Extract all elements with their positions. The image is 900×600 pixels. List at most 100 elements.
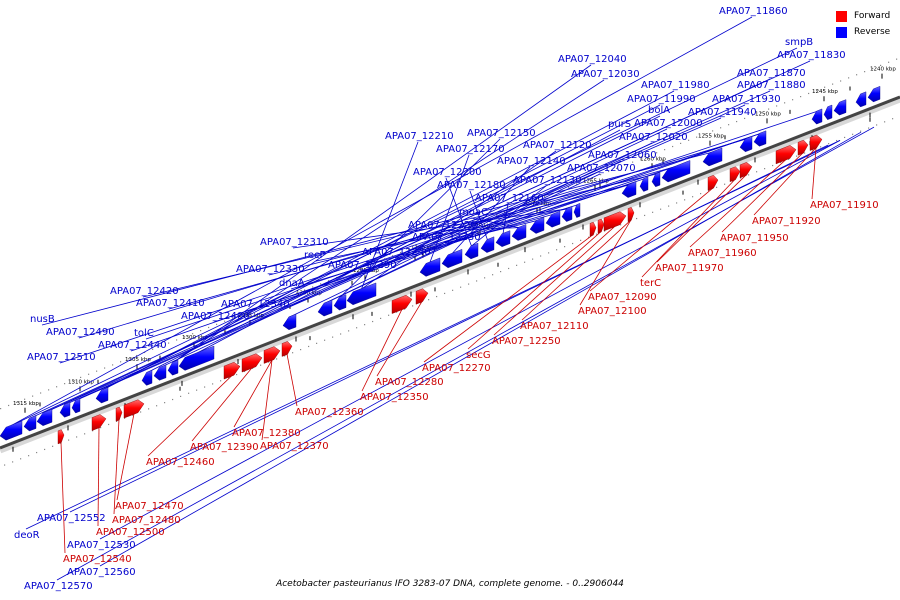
reverse-gene-label: dnaA xyxy=(279,278,305,289)
tick-label: 1315 kbp xyxy=(13,401,39,407)
reverse-gene-label: APA07_12210 xyxy=(385,131,454,142)
forward-gene-label: APA07_12280 xyxy=(375,377,444,388)
reverse-gene-arrow xyxy=(651,171,661,188)
reverse-gene-arrow xyxy=(333,294,347,311)
reverse-gene-label: APA07_12570 xyxy=(24,581,93,592)
forward-gene-arrow xyxy=(415,288,429,305)
reverse-gene-arrow xyxy=(833,99,847,116)
reverse-gene-label: APA07_11870 xyxy=(737,68,806,79)
reverse-gene-label: APA07_12150 xyxy=(467,128,536,139)
reverse-gene-label: APA07_11990 xyxy=(627,94,696,105)
reverse-gene-label: APA07_12440 xyxy=(98,340,167,351)
reverse-gene-arrow xyxy=(441,249,463,269)
reverse-gene-label: APA07_12310 xyxy=(260,237,329,248)
forward-gene-label: APA07_11920 xyxy=(752,216,821,227)
reverse-gene-label: APA07_12490 xyxy=(46,327,115,338)
reverse-gene-arrow xyxy=(811,108,823,125)
reverse-gene-label: tolC xyxy=(134,328,154,339)
reverse-gene-label: APA07_12410 xyxy=(136,298,205,309)
forward-gene-label: APA07_12470 xyxy=(115,501,184,512)
reverse-gene-label: APA07_11830 xyxy=(777,50,846,61)
reverse-gene-label: APA07_12180 xyxy=(437,180,506,191)
legend-forward-label: Forward xyxy=(854,11,891,21)
forward-gene-arrow xyxy=(589,221,597,237)
forward-gene-arrow xyxy=(729,166,741,183)
reverse-gene-arrow xyxy=(178,345,215,371)
forward-gene-label: APA07_12380 xyxy=(232,428,301,439)
tick-label: 1305 kbp xyxy=(125,357,151,363)
reverse-gene-arrow xyxy=(855,91,867,108)
reverse-gene-label: APA07_12510 xyxy=(27,352,96,363)
tick-label: 1300 kbp xyxy=(182,335,208,341)
reverse-gene-label: APA07_12020 xyxy=(619,132,688,143)
forward-gene-arrow xyxy=(597,218,605,234)
forward-gene-label: APA07_11910 xyxy=(810,200,879,211)
reverse-gene-label: APA07_11980 xyxy=(641,80,710,91)
tick-1310-kbp: 1310 kbp xyxy=(67,379,94,431)
reverse-gene-label: APA07_12340 xyxy=(221,299,290,310)
tick-label: 1250 kbp xyxy=(755,111,781,117)
gene-features xyxy=(0,86,881,445)
reverse-gene-label: APA07_12130 xyxy=(513,175,582,186)
reverse-gene-label: APA07_12140 xyxy=(497,156,566,167)
reverse-gene-label: APA07_11860 xyxy=(719,6,788,17)
reverse-gene-label: APA07_12400 xyxy=(181,311,250,322)
forward-gene-arrow xyxy=(223,361,241,380)
reverse-gene-label: deoR xyxy=(14,530,40,541)
forward-gene-label: APA07_12360 xyxy=(295,407,364,418)
reverse-gene-label: APA07_12200 xyxy=(413,167,482,178)
reverse-gene-arrow xyxy=(71,398,81,414)
reverse-gene-arrow xyxy=(153,364,167,381)
forward-gene-arrow xyxy=(57,429,65,445)
reverse-gene-arrow xyxy=(561,206,573,222)
forward-gene-arrow xyxy=(775,145,797,165)
tick-1315-kbp: 1315 kbp xyxy=(12,401,39,452)
reverse-gene-arrow xyxy=(511,224,527,241)
reverse-gene-arrow xyxy=(141,369,153,386)
forward-gene-label: terC xyxy=(640,278,661,289)
reverse-gene-label: APA07_12530 xyxy=(67,540,136,551)
forward-gene-arrow xyxy=(391,294,413,314)
reverse-gene-label: APA07_12030 xyxy=(571,69,640,80)
reverse-gene-arrow xyxy=(59,401,71,418)
forward-gene-arrow xyxy=(263,346,281,364)
reverse-gene-label: smpB xyxy=(785,37,813,48)
forward-gene-label: APA07_12100 xyxy=(578,306,647,317)
legend-forward: Forward xyxy=(836,8,890,24)
tick-label: 1290 kbp xyxy=(296,290,322,296)
reverse-gene-arrow xyxy=(753,130,767,147)
tick-label: 1255 kbp xyxy=(698,134,724,140)
forward-gene-arrow xyxy=(809,134,823,151)
reverse-gene-arrow xyxy=(495,230,511,247)
forward-gene-arrow xyxy=(797,139,809,156)
gene-labels: APA07_11860 smpB APA07_11830 APA07_11870 APA… xyxy=(14,6,879,592)
forward-gene-label: APA07_12460 xyxy=(146,457,215,468)
reverse-gene-arrow xyxy=(464,242,479,260)
forward-gene-arrow xyxy=(115,406,123,422)
reverse-gene-label: APA07_12552 xyxy=(37,513,106,524)
reverse-gene-label: APA07_12220 xyxy=(408,220,477,231)
reverse-gene-arrow xyxy=(167,359,179,376)
tick-1255-kbp: 1255 kbp xyxy=(697,134,724,185)
forward-gene-label: APA07_11970 xyxy=(655,263,724,274)
genome-axis xyxy=(0,95,900,450)
forward-gene-label: APA07_12500 xyxy=(96,527,165,538)
reverse-gene-arrow xyxy=(621,181,637,198)
reverse-gene-label: APA07_12000 xyxy=(634,118,703,129)
forward-gene-label: APA07_12350 xyxy=(360,392,429,403)
forward-gene-arrow xyxy=(91,414,107,431)
reverse-gene-arrow xyxy=(661,160,691,183)
reverse-gene-arrow xyxy=(823,104,833,120)
reverse-gene-arrow xyxy=(573,203,581,218)
reverse-gene-label: APA07_12330 xyxy=(236,264,305,275)
tick-label: 1310 kbp xyxy=(68,379,94,385)
reverse-gene-arrow xyxy=(739,135,753,153)
legend-reverse: Reverse xyxy=(836,24,890,40)
forward-gene-label: APA07_11960 xyxy=(688,248,757,259)
genome-axis-shadow xyxy=(0,95,900,454)
reverse-swatch xyxy=(836,26,847,38)
label-leader-lines xyxy=(10,16,875,581)
tick-label: 1240 kbp xyxy=(870,67,896,73)
forward-swatch xyxy=(836,10,847,22)
